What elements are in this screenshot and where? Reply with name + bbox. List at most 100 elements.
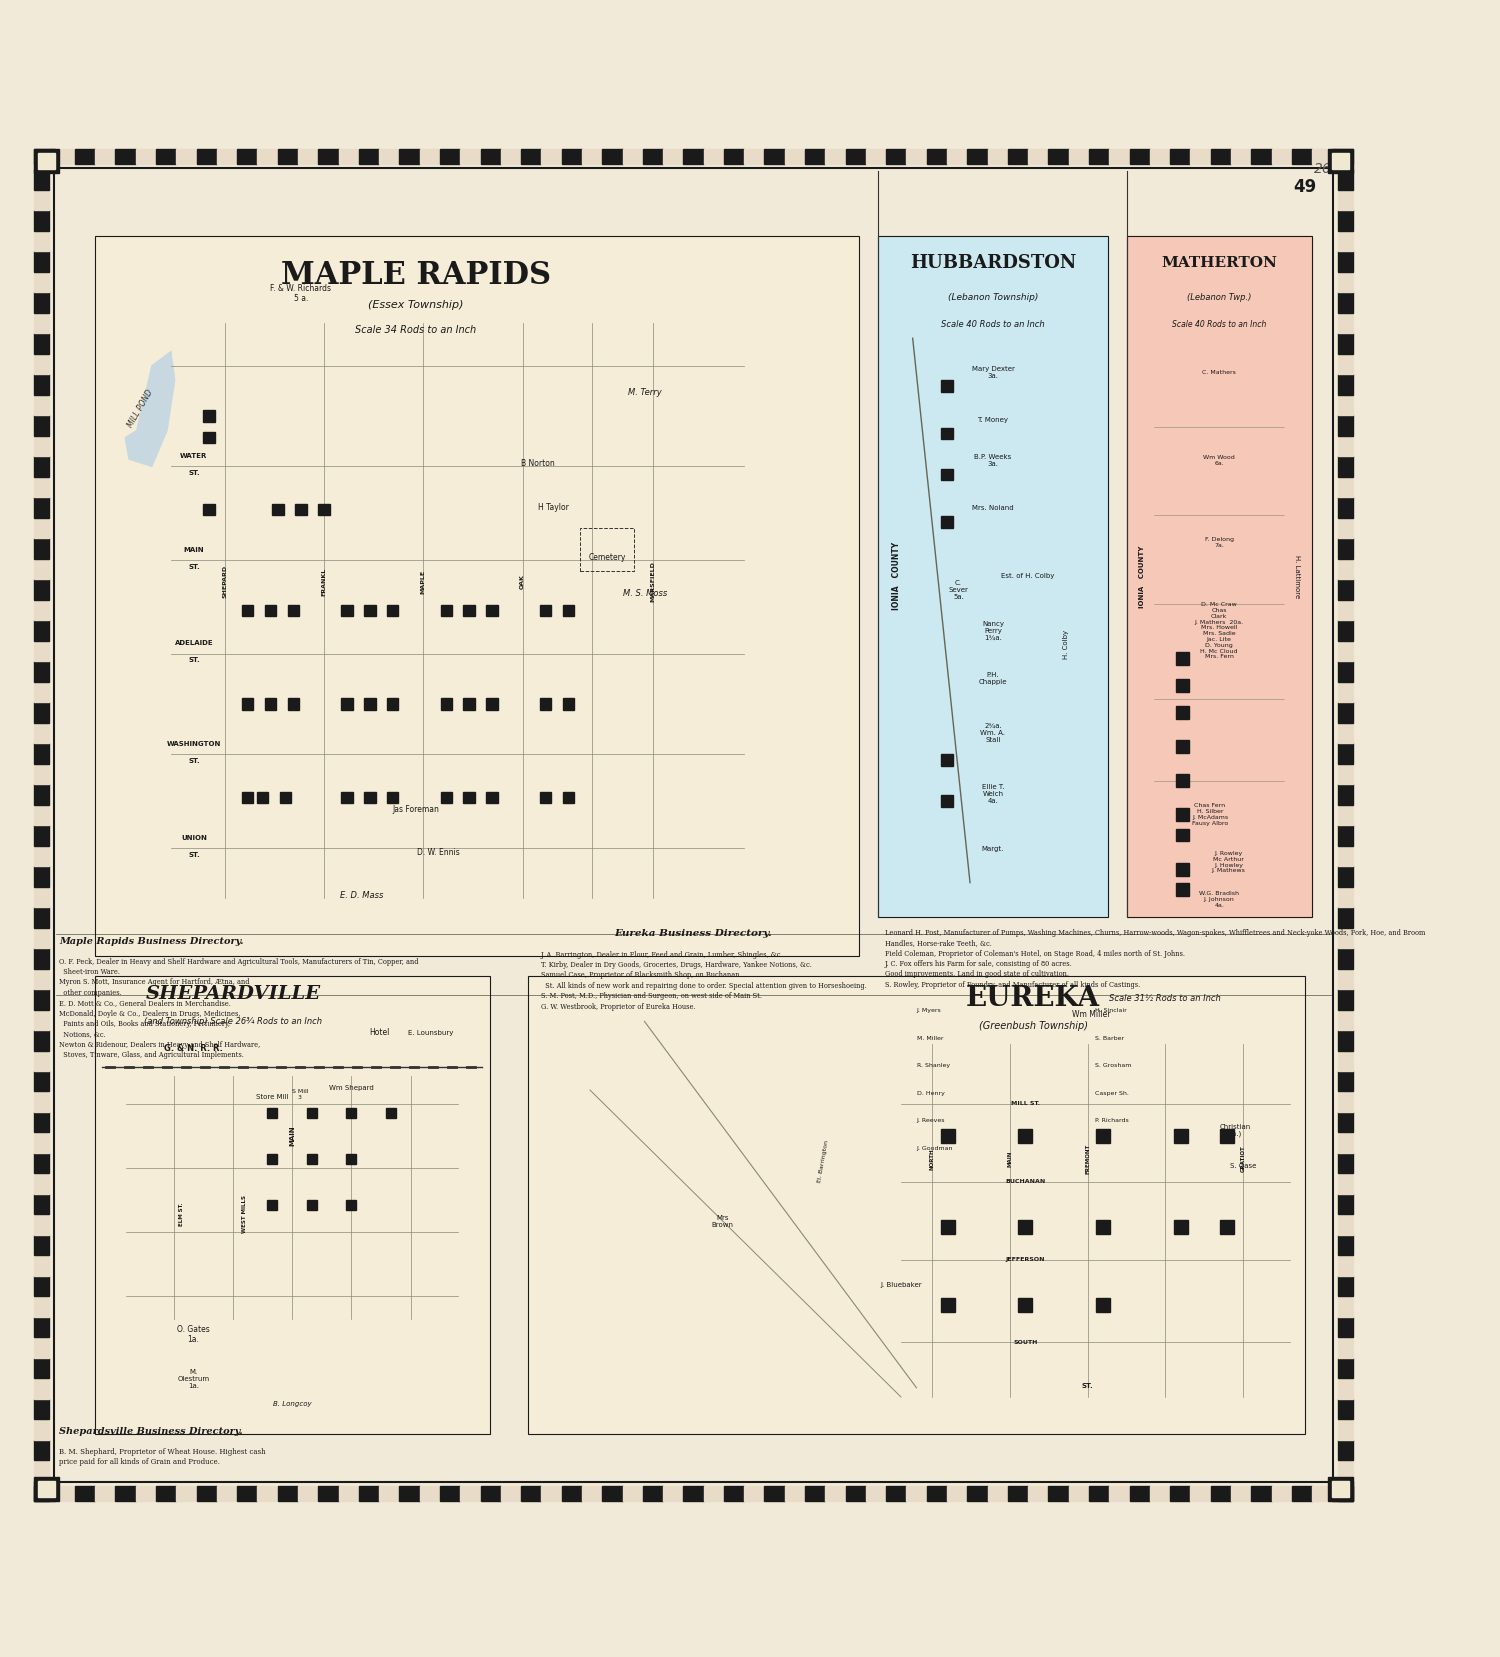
Bar bbox=[1338, 580, 1353, 600]
Text: J. Rowley
Mc Arthur
J. Howley
J. Mathews: J. Rowley Mc Arthur J. Howley J. Mathews bbox=[1212, 852, 1245, 873]
Bar bbox=[204, 411, 214, 423]
Bar bbox=[34, 149, 58, 174]
Text: WATER: WATER bbox=[180, 454, 207, 459]
Text: D. W. Ennis: D. W. Ennis bbox=[417, 848, 460, 857]
Bar bbox=[1338, 1173, 1353, 1195]
Bar bbox=[1338, 1276, 1353, 1296]
Bar bbox=[94, 976, 489, 1433]
Bar bbox=[1019, 1299, 1032, 1312]
Bar bbox=[580, 527, 633, 572]
Text: MAPLE RAPIDS: MAPLE RAPIDS bbox=[280, 260, 550, 292]
Text: 26: 26 bbox=[1314, 162, 1332, 177]
Bar bbox=[387, 605, 399, 616]
Bar bbox=[460, 1486, 480, 1501]
Bar bbox=[942, 379, 952, 391]
Bar bbox=[34, 374, 50, 394]
Bar bbox=[1338, 497, 1353, 517]
Bar bbox=[1089, 1486, 1110, 1501]
Bar bbox=[1338, 169, 1353, 191]
Bar bbox=[288, 605, 298, 616]
Bar bbox=[464, 605, 476, 616]
Bar bbox=[1332, 1481, 1348, 1498]
Bar bbox=[204, 504, 214, 515]
Bar bbox=[340, 698, 352, 709]
Bar bbox=[1338, 886, 1353, 906]
Bar bbox=[34, 558, 50, 580]
Bar bbox=[34, 1337, 50, 1359]
Bar bbox=[34, 456, 50, 477]
Bar bbox=[1338, 989, 1353, 1009]
Bar bbox=[34, 1486, 54, 1501]
Text: Scale 40 Rods to an Inch: Scale 40 Rods to an Inch bbox=[940, 320, 1046, 330]
Bar bbox=[34, 1234, 50, 1256]
Bar bbox=[34, 1276, 50, 1296]
Bar bbox=[1210, 149, 1231, 164]
Bar bbox=[34, 1481, 50, 1501]
Bar bbox=[386, 1109, 396, 1118]
Bar bbox=[34, 825, 50, 845]
Text: S. Gase: S. Gase bbox=[1230, 1163, 1256, 1168]
Text: Eureka Business Directory.: Eureka Business Directory. bbox=[615, 928, 772, 938]
Bar bbox=[364, 698, 375, 709]
Bar bbox=[34, 252, 50, 272]
Bar bbox=[34, 969, 50, 989]
Bar bbox=[34, 886, 50, 906]
Bar bbox=[75, 1486, 94, 1501]
Bar bbox=[34, 661, 50, 681]
Bar bbox=[1338, 333, 1353, 353]
Bar bbox=[34, 641, 50, 661]
Bar bbox=[886, 1486, 906, 1501]
Bar bbox=[1221, 1221, 1234, 1234]
Bar bbox=[480, 149, 501, 164]
Bar bbox=[34, 169, 50, 191]
Bar bbox=[1176, 828, 1188, 842]
Bar bbox=[1338, 845, 1353, 867]
Bar bbox=[196, 1486, 217, 1501]
Bar bbox=[242, 698, 254, 709]
Bar bbox=[464, 792, 476, 804]
Bar bbox=[1338, 1420, 1353, 1440]
Bar bbox=[1251, 1486, 1272, 1501]
Bar bbox=[1096, 1221, 1110, 1234]
Bar bbox=[942, 469, 952, 481]
Text: G. & N. R. R.: G. & N. R. R. bbox=[164, 1044, 222, 1054]
Text: Leonard H. Post, Manufacturer of Pumps, Washing Machines, Churns, Harrow-woods, : Leonard H. Post, Manufacturer of Pumps, … bbox=[885, 928, 1425, 989]
Bar bbox=[34, 928, 50, 948]
Bar bbox=[1338, 722, 1353, 742]
Text: ST.: ST. bbox=[1082, 1384, 1094, 1389]
Bar bbox=[34, 1051, 50, 1070]
Bar bbox=[258, 1486, 278, 1501]
Text: ELM ST.: ELM ST. bbox=[178, 1201, 184, 1226]
Bar bbox=[1232, 1486, 1251, 1501]
Text: Maple Rapids Business Directory.: Maple Rapids Business Directory. bbox=[58, 936, 243, 946]
Bar bbox=[1292, 1486, 1312, 1501]
Bar bbox=[460, 149, 480, 164]
Bar bbox=[1191, 149, 1210, 164]
Bar bbox=[946, 1486, 968, 1501]
Bar bbox=[540, 698, 552, 709]
Bar bbox=[34, 1112, 50, 1132]
Bar bbox=[364, 792, 375, 804]
Text: H. Colby: H. Colby bbox=[1064, 630, 1070, 659]
Bar bbox=[622, 149, 644, 164]
Bar bbox=[1338, 1379, 1353, 1399]
Bar bbox=[1028, 149, 1048, 164]
Bar bbox=[346, 1153, 357, 1163]
Bar bbox=[34, 1399, 50, 1420]
Bar bbox=[1332, 152, 1348, 169]
Bar bbox=[540, 605, 552, 616]
Bar bbox=[94, 976, 489, 1433]
Bar bbox=[765, 149, 784, 164]
Bar bbox=[34, 191, 50, 210]
Bar bbox=[34, 416, 50, 436]
Bar bbox=[1130, 149, 1150, 164]
Bar bbox=[441, 792, 452, 804]
Text: (Essex Township): (Essex Township) bbox=[368, 300, 464, 310]
Bar bbox=[1019, 1221, 1032, 1234]
Text: HUBBARDSTON: HUBBARDSTON bbox=[910, 255, 1076, 272]
Text: ST.: ST. bbox=[188, 563, 200, 570]
Bar bbox=[528, 976, 1305, 1433]
Text: Ellie T.
Welch
4a.: Ellie T. Welch 4a. bbox=[981, 784, 1004, 804]
Bar bbox=[1338, 1132, 1353, 1153]
Bar bbox=[1338, 764, 1353, 784]
